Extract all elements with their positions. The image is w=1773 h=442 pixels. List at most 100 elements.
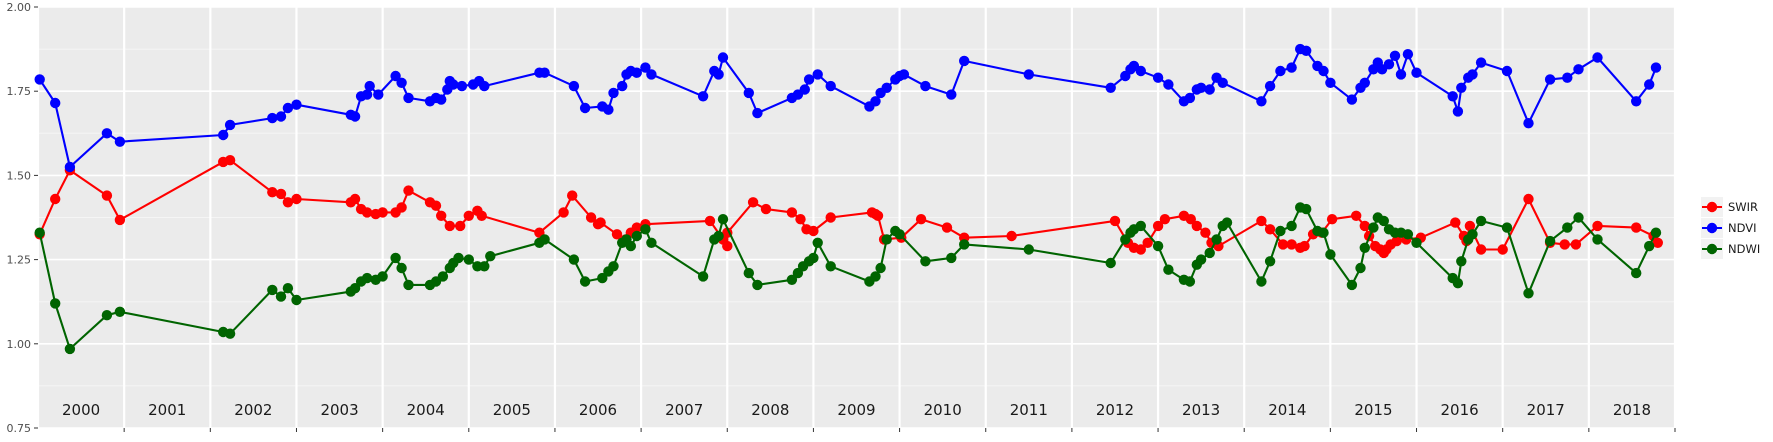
data-point-ndwi bbox=[390, 252, 401, 264]
data-point-swir bbox=[631, 222, 642, 233]
legend: SWIR NDVI NDWI bbox=[1701, 197, 1760, 259]
data-point-ndwi bbox=[808, 252, 819, 264]
legend-label: NDWI bbox=[1728, 242, 1760, 256]
data-point-ndwi bbox=[114, 306, 126, 317]
year-label: 2010 bbox=[924, 401, 962, 419]
data-point-ndwi bbox=[1264, 256, 1276, 267]
y-axis: 0.75 1.00 1.25 1.50 1.75 2.00 bbox=[7, 1, 38, 435]
data-point-ndvi bbox=[403, 92, 414, 104]
data-point-ndvi bbox=[1163, 79, 1174, 90]
series-ndvi bbox=[34, 43, 1662, 173]
data-point-ndwi bbox=[1286, 220, 1297, 232]
data-point-swir bbox=[595, 217, 606, 228]
data-point-ndvi bbox=[373, 89, 384, 100]
minor-gridlines bbox=[38, 48, 1675, 387]
year-label: 2012 bbox=[1096, 401, 1134, 419]
y-tick-label: 1.25 bbox=[7, 254, 32, 267]
data-point-ndvi bbox=[34, 74, 45, 85]
data-point-ndwi bbox=[453, 252, 464, 264]
data-point-ndvi bbox=[1523, 118, 1534, 129]
data-point-ndwi bbox=[625, 240, 636, 252]
data-point-ndwi bbox=[1644, 240, 1655, 252]
data-point-swir bbox=[1109, 215, 1121, 227]
data-point-ndwi bbox=[539, 234, 550, 245]
year-label: 2011 bbox=[1010, 401, 1048, 419]
data-point-ndvi bbox=[101, 128, 113, 139]
legend-item-ndwi: NDWI bbox=[1701, 239, 1760, 259]
data-point-swir bbox=[291, 193, 302, 205]
data-point-swir bbox=[1391, 235, 1402, 247]
data-point-ndwi bbox=[1359, 242, 1371, 253]
year-label: 2000 bbox=[62, 401, 100, 419]
data-point-swir bbox=[1200, 227, 1211, 238]
data-point-swir bbox=[1286, 239, 1297, 250]
data-point-ndvi bbox=[603, 104, 614, 115]
data-point-ndwi bbox=[485, 251, 496, 262]
data-point-swir bbox=[808, 225, 819, 237]
data-point-ndwi bbox=[631, 230, 642, 242]
data-point-swir bbox=[476, 210, 487, 221]
data-point-ndvi bbox=[1650, 62, 1662, 73]
year-label: 2001 bbox=[148, 401, 186, 419]
data-point-ndvi bbox=[812, 69, 823, 80]
data-point-ndwi bbox=[1221, 217, 1233, 228]
data-point-ndvi bbox=[1275, 65, 1286, 77]
data-point-ndvi bbox=[364, 80, 375, 92]
data-point-ndvi bbox=[1135, 65, 1147, 77]
year-label: 2018 bbox=[1613, 401, 1651, 419]
data-point-ndvi bbox=[697, 91, 709, 102]
data-point-ndwi bbox=[479, 261, 490, 272]
data-point-ndwi bbox=[64, 343, 76, 355]
data-point-ndvi bbox=[64, 161, 76, 173]
data-point-swir bbox=[50, 193, 61, 205]
legend-label: NDVI bbox=[1728, 221, 1757, 235]
x-axis bbox=[123, 428, 1676, 432]
data-point-swir bbox=[1351, 210, 1362, 221]
data-point-swir bbox=[941, 222, 953, 233]
data-point-swir bbox=[795, 214, 806, 225]
data-point-ndvi bbox=[1592, 52, 1603, 63]
data-point-ndwi bbox=[1501, 222, 1513, 233]
data-point-ndvi bbox=[1383, 59, 1395, 70]
data-point-ndwi bbox=[1204, 247, 1215, 259]
data-point-ndwi bbox=[743, 267, 754, 279]
data-point-ndvi bbox=[396, 77, 407, 89]
data-point-ndwi bbox=[377, 271, 388, 282]
data-point-ndvi bbox=[608, 87, 619, 99]
data-point-ndwi bbox=[1152, 240, 1164, 252]
data-point-ndvi bbox=[920, 80, 931, 92]
y-tick-label: 1.00 bbox=[7, 338, 32, 351]
data-point-ndvi bbox=[436, 94, 447, 105]
data-point-swir bbox=[1359, 220, 1371, 232]
data-point-ndwi bbox=[1456, 256, 1467, 267]
data-point-ndwi bbox=[349, 283, 361, 294]
data-point-ndvi bbox=[646, 69, 657, 80]
data-point-ndvi bbox=[479, 80, 490, 92]
data-point-ndvi bbox=[1501, 65, 1513, 77]
year-label: 2006 bbox=[579, 401, 617, 419]
data-point-swir bbox=[430, 200, 442, 211]
data-point-swir bbox=[1570, 239, 1582, 250]
data-point-ndvi bbox=[267, 112, 278, 124]
y-tick-label: 1.75 bbox=[7, 85, 32, 98]
legend-marker bbox=[1706, 201, 1718, 213]
data-point-ndvi bbox=[1217, 77, 1228, 89]
legend-marker bbox=[1706, 222, 1718, 234]
data-point-ndvi bbox=[1152, 72, 1164, 83]
data-point-ndwi bbox=[946, 252, 957, 264]
year-label: 2017 bbox=[1527, 401, 1565, 419]
data-point-swir bbox=[275, 188, 287, 200]
data-point-ndvi bbox=[1573, 64, 1584, 75]
data-point-swir bbox=[558, 207, 569, 218]
data-point-swir bbox=[1523, 193, 1534, 205]
year-label: 2016 bbox=[1441, 401, 1479, 419]
data-point-ndwi bbox=[812, 237, 823, 248]
data-point-ndvi bbox=[1346, 94, 1358, 105]
data-point-swir bbox=[760, 203, 772, 215]
data-point-swir bbox=[1142, 237, 1153, 248]
data-point-ndwi bbox=[1523, 288, 1534, 299]
data-point-ndwi bbox=[870, 271, 881, 282]
data-point-ndvi bbox=[1562, 72, 1573, 83]
data-point-ndwi bbox=[1301, 203, 1312, 215]
